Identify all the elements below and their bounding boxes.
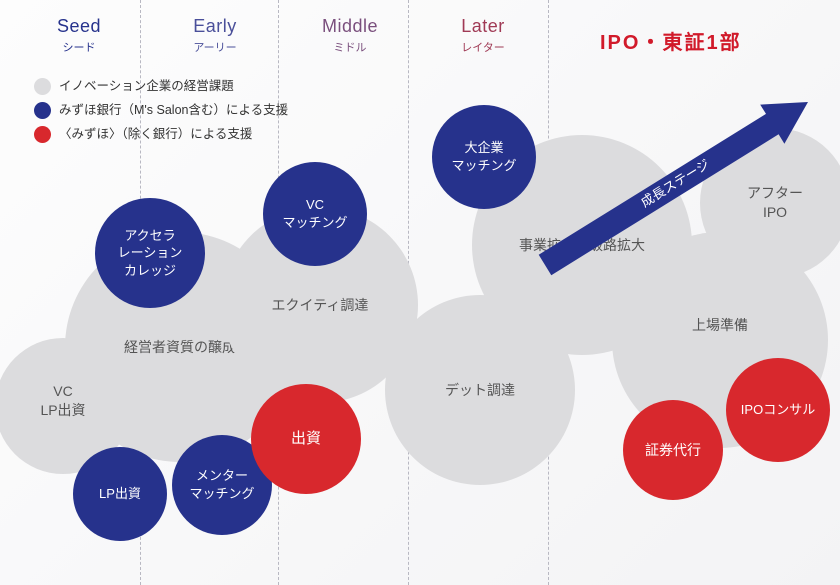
- legend-label: イノベーション企業の経営課題: [59, 74, 234, 98]
- stage-header-middle: Middle ミドル: [285, 16, 415, 55]
- legend-row: 〈みずほ〉（除く銀行）による支援: [34, 122, 288, 146]
- bubble-r-shusshi: 出資: [251, 384, 361, 494]
- bubble-label: デット調達: [445, 381, 515, 400]
- stage-header-early: Early アーリー: [150, 16, 280, 55]
- bubble-r-ipocon: IPOコンサル: [726, 358, 830, 462]
- stage-en: Seed: [14, 16, 144, 37]
- bubble-label: LP出資: [99, 485, 141, 503]
- stage-jp: アーリー: [150, 39, 280, 55]
- stage-header-ipo: IPO・東証1部: [600, 26, 742, 55]
- bubble-label: メンター マッチング: [189, 467, 254, 502]
- bubble-label: 事業拡大・販路拡大: [519, 236, 645, 255]
- bubble-r-shoken: 証券代行: [623, 400, 723, 500]
- legend-label: 〈みずほ〉（除く銀行）による支援: [59, 122, 252, 146]
- bubble-label: VC マッチング: [282, 196, 347, 231]
- bubble-n-vcm: VC マッチング: [263, 162, 367, 266]
- legend-row: みずほ銀行（M's Salon含む）による支援: [34, 98, 288, 122]
- legend-label: みずほ銀行（M's Salon含む）による支援: [59, 98, 288, 122]
- bubble-label: VC LP出資: [40, 382, 85, 420]
- bubble-label: エクイティ調達: [272, 296, 369, 315]
- stage-jp: シード: [14, 39, 144, 55]
- bubble-label: IPOコンサル: [741, 401, 815, 419]
- stage-jp: レイター: [418, 39, 548, 55]
- bubble-label: アフター IPO: [747, 184, 803, 222]
- stage-jp: ミドル: [285, 39, 415, 55]
- bubble-label: アクセラ レーション カレッジ: [118, 227, 183, 280]
- bubble-label: 証券代行: [645, 441, 701, 460]
- bubble-g-afteripo: アフター IPO: [700, 128, 840, 278]
- bubble-label: 上場準備: [692, 316, 748, 335]
- bubble-label: 大企業 マッチング: [451, 139, 516, 174]
- bubble-n-lp: LP出資: [73, 447, 167, 541]
- bubble-n-bigcorp: 大企業 マッチング: [432, 105, 536, 209]
- legend: イノベーション企業の経営課題みずほ銀行（M's Salon含む）による支援〈みず…: [34, 74, 288, 146]
- legend-dot: [34, 78, 51, 95]
- stage-en: Middle: [285, 16, 415, 37]
- stage-en: Early: [150, 16, 280, 37]
- stage-header-later: Later レイター: [418, 16, 548, 55]
- legend-row: イノベーション企業の経営課題: [34, 74, 288, 98]
- bubble-label: 経営者資質の醸成: [124, 338, 236, 357]
- bubble-n-accel: アクセラ レーション カレッジ: [95, 198, 205, 308]
- legend-dot: [34, 126, 51, 143]
- bubble-label: 出資: [291, 429, 321, 449]
- stage-en: Later: [418, 16, 548, 37]
- stage-header-seed: Seed シード: [14, 16, 144, 55]
- legend-dot: [34, 102, 51, 119]
